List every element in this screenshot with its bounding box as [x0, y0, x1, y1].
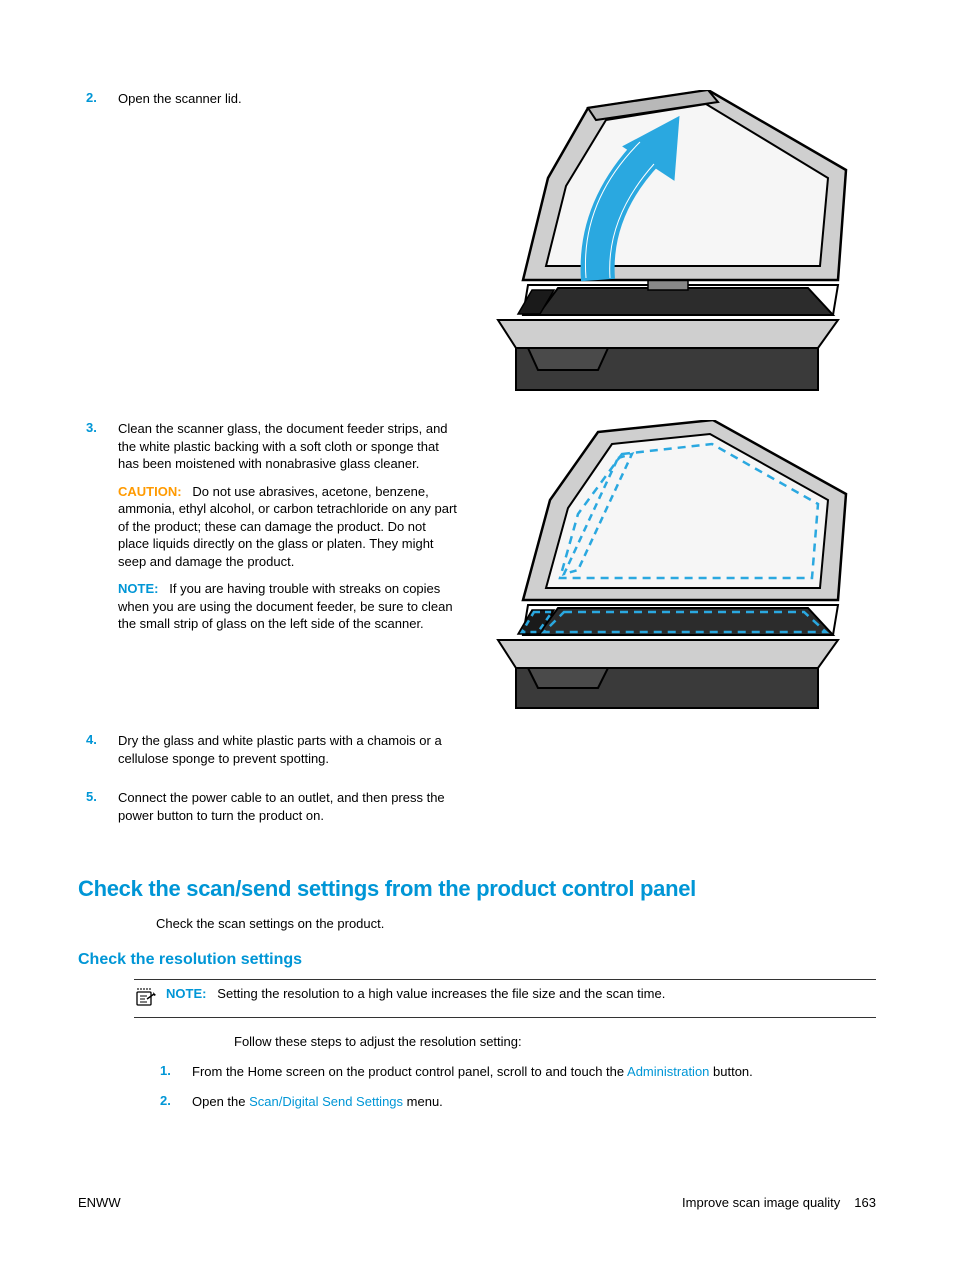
scanner-clean-areas-illustration	[488, 420, 858, 720]
substep-1-pre: From the Home screen on the product cont…	[192, 1064, 627, 1079]
step-2: 2. Open the scanner lid.	[78, 90, 458, 118]
step-4-text: Dry the glass and white plastic parts wi…	[118, 732, 458, 767]
note-label: NOTE:	[118, 581, 158, 596]
substeps-list: 1. From the Home screen on the product c…	[78, 1063, 876, 1110]
step-3-row: 3. Clean the scanner glass, the document…	[78, 420, 876, 720]
note-box-label: NOTE:	[166, 986, 206, 1001]
substep-2-post: menu.	[403, 1094, 443, 1109]
footer-section-label: Improve scan image quality	[682, 1195, 840, 1210]
step-3: 3. Clean the scanner glass, the document…	[78, 420, 458, 643]
substep-1-post: button.	[709, 1064, 752, 1079]
scanner-lid-open-illustration	[488, 90, 858, 400]
step-5-row: 5. Connect the power cable to an outlet,…	[78, 789, 876, 846]
note-box-text: NOTE: Setting the resolution to a high v…	[166, 985, 876, 1003]
step-5-text: Connect the power cable to an outlet, an…	[118, 789, 458, 824]
subsection-heading: Check the resolution settings	[78, 951, 876, 969]
scan-digital-send-settings-link[interactable]: Scan/Digital Send Settings	[249, 1094, 403, 1109]
step-3-note: NOTE: If you are having trouble with str…	[118, 580, 458, 633]
step-2-text: Open the scanner lid.	[118, 90, 458, 108]
administration-link[interactable]: Administration	[627, 1064, 709, 1079]
note-box: NOTE: Setting the resolution to a high v…	[134, 979, 876, 1018]
caution-label: CAUTION:	[118, 484, 182, 499]
substep-1-body: From the Home screen on the product cont…	[192, 1063, 876, 1081]
step-5-number: 5.	[78, 789, 118, 834]
note-box-body: Setting the resolution to a high value i…	[217, 986, 665, 1001]
substep-2-pre: Open the	[192, 1094, 249, 1109]
step-4-number: 4.	[78, 732, 118, 777]
page-footer: ENWW Improve scan image quality 163	[78, 1195, 876, 1210]
step-2-row: 2. Open the scanner lid.	[78, 90, 876, 400]
note-icon	[134, 985, 158, 1011]
step-3-text: Clean the scanner glass, the document fe…	[118, 420, 458, 473]
substep-2-number: 2.	[156, 1093, 192, 1111]
step-5: 5. Connect the power cable to an outlet,…	[78, 789, 458, 834]
step-4-row: 4. Dry the glass and white plastic parts…	[78, 732, 876, 789]
step-2-number: 2.	[78, 90, 118, 118]
section-heading: Check the scan/send settings from the pr…	[78, 876, 876, 902]
footer-left: ENWW	[78, 1195, 121, 1210]
note-text: If you are having trouble with streaks o…	[118, 581, 453, 631]
step-3-caution: CAUTION: Do not use abrasives, acetone, …	[118, 483, 458, 571]
step-4: 4. Dry the glass and white plastic parts…	[78, 732, 458, 777]
substep-1: 1. From the Home screen on the product c…	[156, 1063, 876, 1081]
footer-page-number: 163	[854, 1195, 876, 1210]
follow-text: Follow these steps to adjust the resolut…	[156, 1034, 876, 1049]
step-3-number: 3.	[78, 420, 118, 643]
substep-2: 2. Open the Scan/Digital Send Settings m…	[156, 1093, 876, 1111]
substep-1-number: 1.	[156, 1063, 192, 1081]
section-intro: Check the scan settings on the product.	[78, 916, 876, 931]
substep-2-body: Open the Scan/Digital Send Settings menu…	[192, 1093, 876, 1111]
